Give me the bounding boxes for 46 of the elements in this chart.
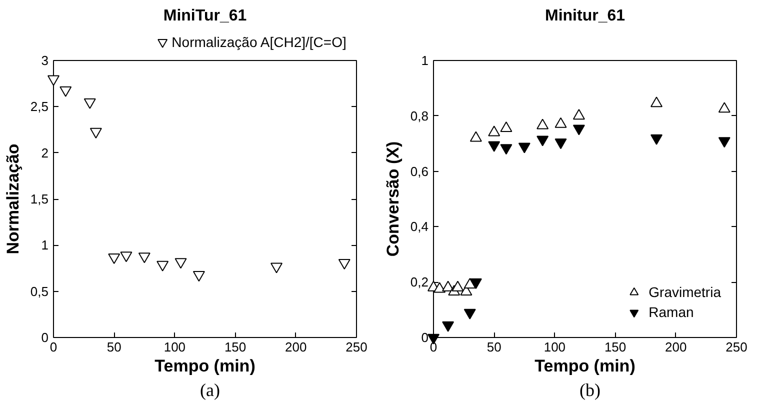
- text: (a): [200, 379, 220, 402]
- y-tick-label: 0,2: [410, 274, 429, 290]
- point: [60, 86, 72, 97]
- legend-label: Normalização A[CH2]/[C=O]: [172, 34, 346, 50]
- chart-title: Minitur_61: [544, 8, 626, 24]
- point: [270, 262, 283, 274]
- y-tick-label: 0,6: [410, 164, 429, 179]
- x-tick-label: 50: [106, 340, 122, 354]
- point: [48, 75, 60, 86]
- x-tick-label: 150: [224, 340, 246, 354]
- x-tick-label: 250: [346, 340, 368, 354]
- point: [338, 259, 350, 270]
- y-tick-label: 1: [421, 53, 429, 68]
- y-tick-label: 3: [41, 53, 49, 68]
- x-tick-label: 200: [285, 340, 307, 354]
- legend-label: Gravimetria: [648, 284, 721, 300]
- x-tick-label: 100: [544, 340, 566, 354]
- y-tick-label: 0: [421, 330, 429, 345]
- x-axis-title: Tempo (min): [154, 356, 256, 376]
- point: [192, 271, 205, 282]
- point: [108, 253, 120, 264]
- y-tick-label: 0,8: [410, 108, 429, 124]
- y-tick-label: 0,4: [410, 219, 429, 234]
- point: [90, 128, 102, 138]
- point: [156, 260, 169, 272]
- text: (b): [580, 379, 600, 402]
- y-tick-label: 0: [41, 330, 49, 345]
- y-tick-label: 1,5: [30, 192, 49, 206]
- x-tick-label: 100: [164, 340, 186, 354]
- point: [138, 252, 150, 264]
- y-tick-label: 1: [41, 238, 49, 253]
- y-tick-label: 2,5: [30, 99, 49, 114]
- x-tick-label: 50: [486, 340, 502, 354]
- legend-label: Raman: [648, 304, 694, 320]
- point: [84, 98, 96, 109]
- x-tick-label: 200: [665, 340, 687, 354]
- x-axis-title: Tempo (min): [534, 356, 636, 376]
- x-tick-label: 150: [604, 340, 626, 354]
- y-axis-title: Normalização: [3, 144, 22, 254]
- point: [174, 258, 187, 269]
- chart-title: MiniTur_61: [163, 8, 247, 24]
- y-tick-label: 0,5: [30, 284, 49, 299]
- point: [120, 252, 132, 262]
- y-axis-title: Conversão (X): [383, 141, 402, 257]
- x-tick-label: 250: [726, 340, 748, 354]
- y-tick-label: 2: [41, 145, 49, 160]
